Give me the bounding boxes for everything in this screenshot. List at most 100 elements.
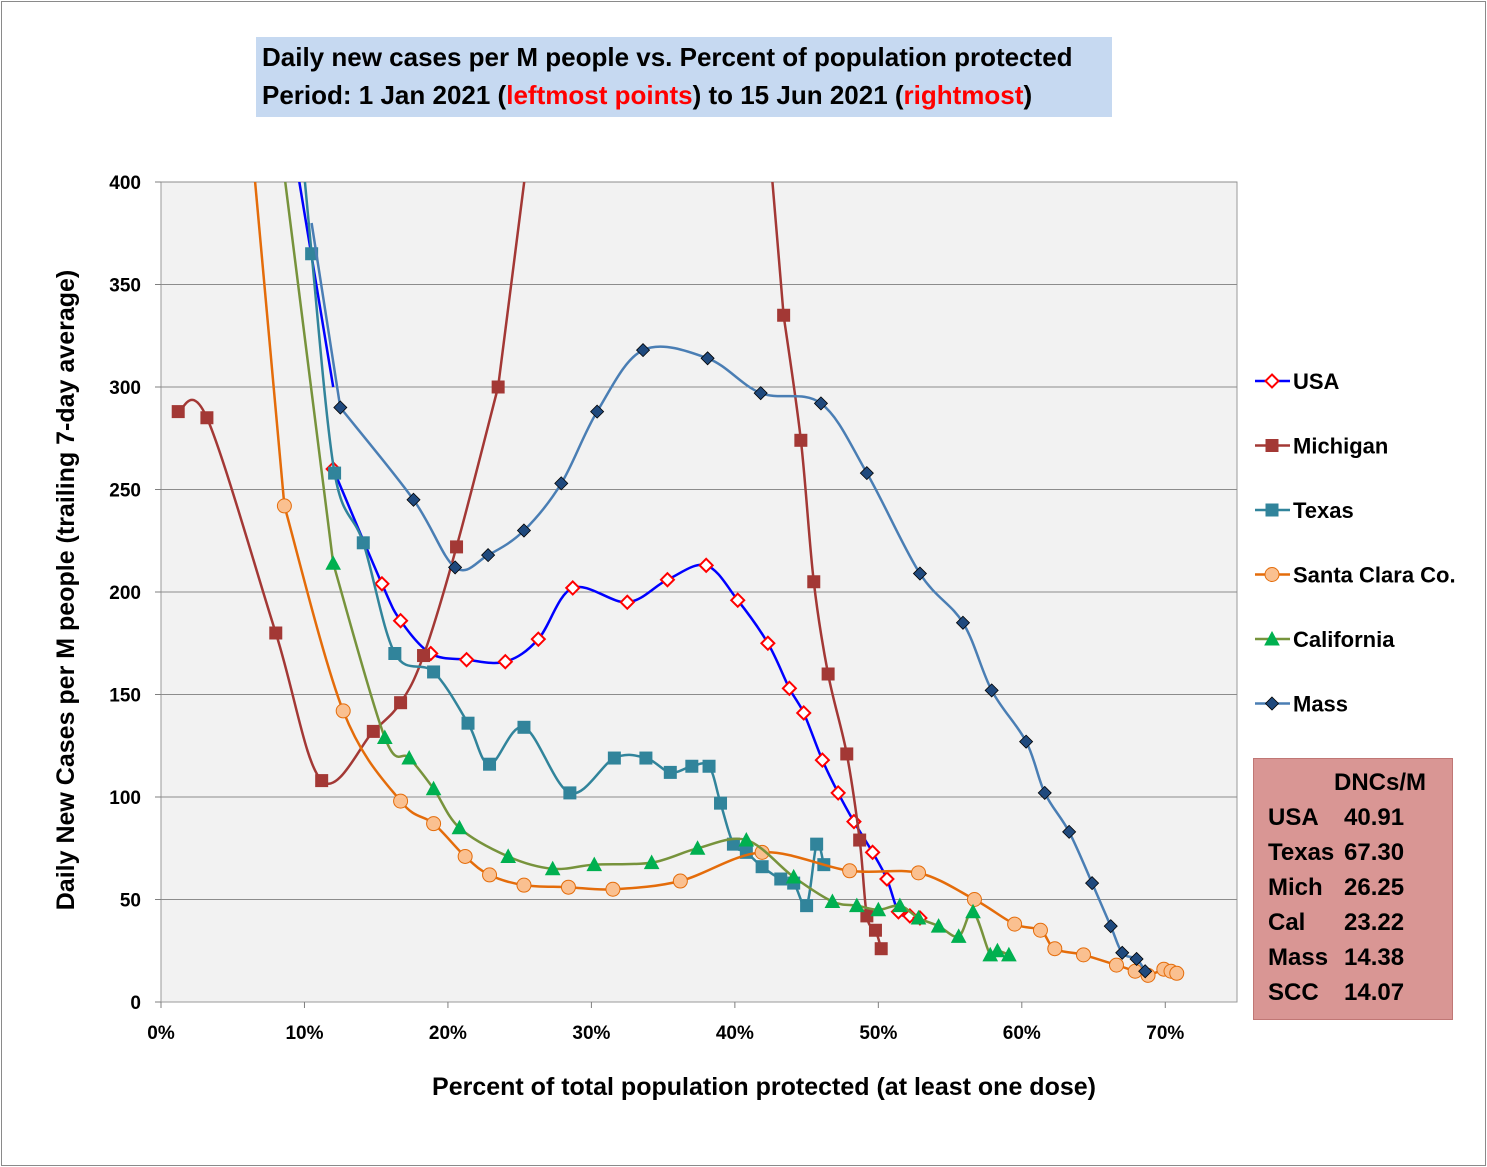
data-point	[497, 653, 514, 670]
data-point	[171, 405, 185, 419]
data-point	[989, 942, 1006, 958]
data-point	[328, 466, 342, 480]
chart-title: Daily new cases per M people vs. Percent…	[262, 42, 1073, 72]
data-point	[607, 751, 621, 765]
data-point	[864, 844, 881, 861]
data-point	[807, 575, 821, 589]
stats-row: Texas 67.30	[1268, 839, 1404, 867]
data-point	[800, 899, 814, 913]
data-point	[619, 594, 636, 611]
stats-name: Texas	[1268, 839, 1335, 866]
data-point	[457, 848, 473, 864]
data-point	[406, 492, 421, 507]
data-point	[1129, 951, 1144, 967]
data-point	[635, 343, 651, 358]
data-point	[868, 923, 882, 937]
data-point	[560, 879, 576, 895]
series-michigan	[171, 182, 888, 956]
data-point	[1115, 945, 1130, 960]
data-point	[448, 560, 463, 575]
stats-name: Cal	[1268, 909, 1306, 936]
stats-row: Mass 14.38	[1268, 944, 1404, 972]
data-point	[276, 498, 292, 514]
series-mass	[310, 222, 1153, 979]
data-point	[824, 893, 841, 909]
legend-marker	[1264, 696, 1280, 711]
data-point	[517, 720, 531, 734]
data-point	[785, 868, 802, 884]
legend-label: California	[1293, 627, 1395, 652]
data-point	[605, 881, 621, 897]
data-point	[1007, 916, 1023, 932]
data-point	[966, 892, 982, 907]
stats-value: 23.22	[1344, 909, 1405, 936]
series-line-segment	[771, 182, 785, 316]
data-point	[754, 844, 770, 860]
data-point	[689, 840, 706, 855]
stats-name: Mich	[1268, 874, 1323, 901]
data-point	[333, 400, 348, 415]
data-point	[1075, 947, 1091, 963]
legend-marker	[1264, 373, 1280, 389]
data-point	[714, 796, 728, 810]
data-point	[516, 877, 532, 893]
data-point	[955, 615, 971, 630]
stats-value: 26.25	[1344, 874, 1405, 901]
subtitle-part-1: Period: 1 Jan 2021 (	[262, 80, 507, 110]
y-tick-label: 250	[109, 481, 141, 502]
data-point	[586, 856, 603, 872]
stats-name: SCC	[1268, 979, 1319, 1006]
data-point	[753, 386, 768, 401]
y-tick-label: 50	[120, 891, 141, 912]
data-point	[1047, 941, 1063, 957]
x-axis-title: Percent of total population protected (a…	[432, 1073, 1096, 1101]
data-point	[417, 649, 431, 663]
data-point	[564, 579, 581, 596]
data-point	[325, 555, 341, 570]
data-point	[702, 759, 716, 773]
data-point	[544, 860, 561, 876]
series-texas	[303, 182, 831, 913]
data-point	[366, 724, 380, 738]
data-point	[335, 703, 351, 719]
stats-name: Mass	[1268, 944, 1329, 971]
data-point	[1032, 922, 1048, 938]
data-point	[685, 759, 699, 773]
data-point	[810, 837, 824, 851]
x-tick-label: 10%	[285, 1023, 323, 1044]
data-point	[781, 680, 798, 697]
series-line-segment	[283, 182, 335, 564]
data-point	[393, 793, 409, 809]
stats-row: USA 40.91	[1268, 804, 1404, 832]
data-point	[392, 612, 409, 629]
data-point	[1103, 919, 1118, 934]
data-point	[643, 854, 660, 870]
x-tick-label: 30%	[572, 1023, 610, 1044]
x-tick-label: 60%	[1003, 1023, 1041, 1044]
legend-marker	[1264, 567, 1280, 582]
data-point	[394, 696, 408, 710]
legend-label: Michigan	[1293, 434, 1388, 459]
data-point	[374, 575, 390, 592]
data-point	[663, 765, 677, 779]
data-point	[500, 848, 517, 863]
data-point	[1019, 734, 1034, 749]
legend-marker	[1265, 503, 1279, 517]
data-point	[269, 626, 283, 640]
data-point	[659, 571, 676, 588]
data-point	[984, 683, 999, 698]
stats-value: 40.91	[1344, 804, 1405, 831]
data-point	[1001, 946, 1017, 962]
y-tick-label: 300	[109, 378, 141, 399]
data-point	[451, 819, 468, 835]
data-point	[1169, 965, 1185, 981]
legend-label: USA	[1293, 369, 1340, 394]
data-point	[481, 548, 496, 563]
series-santa-clara-co	[253, 182, 1185, 983]
data-point	[813, 396, 829, 411]
stats-box: DNCs/M USA 40.91 Texas 67.30 Mich 26.25 Cal…	[1253, 758, 1453, 1020]
data-point	[911, 865, 927, 881]
data-point	[426, 816, 442, 832]
data-point	[461, 716, 475, 730]
